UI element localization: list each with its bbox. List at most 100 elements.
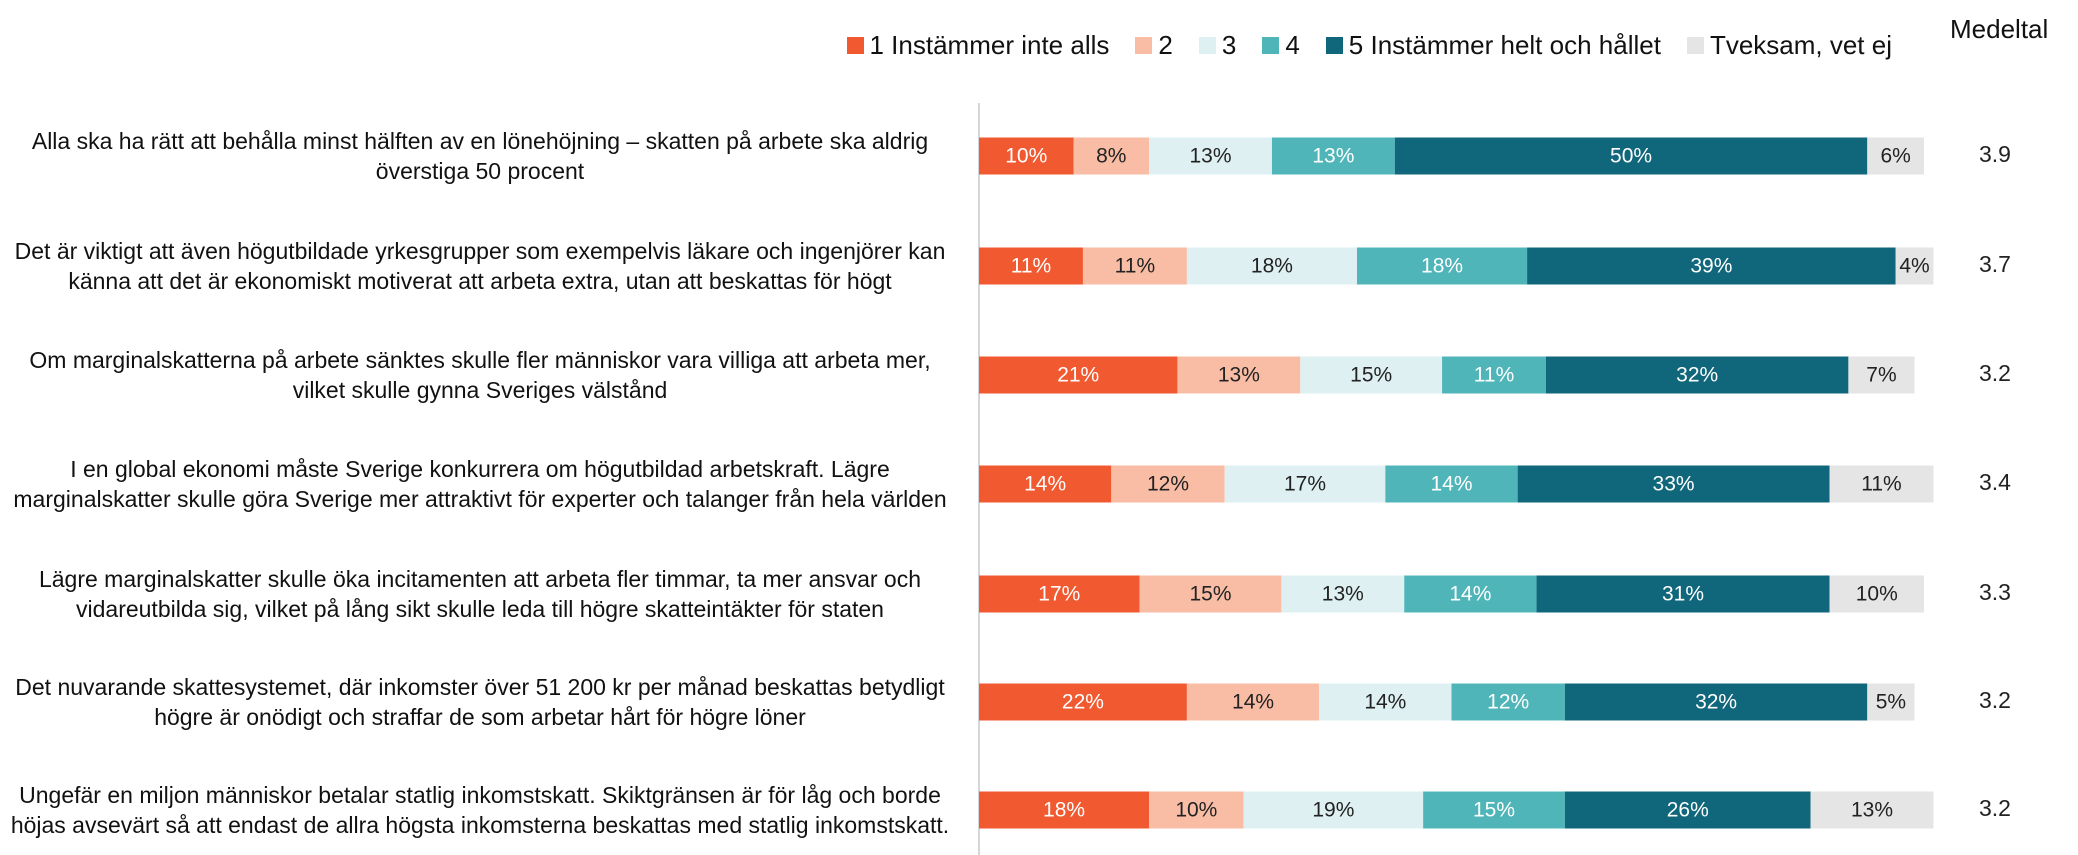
bar-segment [1385,465,1518,503]
mean-value: 3.2 [1979,360,2011,386]
bar-segment [1564,791,1811,829]
bar-segment [1357,247,1528,285]
mean-value: 3.4 [1979,469,2011,495]
legend-swatch [1325,37,1343,54]
bar-segment [979,137,1074,175]
data-label: 12% [1487,691,1529,714]
bar-segment [1224,465,1386,503]
bar-segment [1177,356,1301,394]
legend-swatch [846,37,864,54]
data-label: 14% [1449,583,1491,606]
legend-label: 5 Instämmer helt och hållet [1348,30,1661,60]
bar-segment [979,791,1150,829]
mean-title: Medeltal [1950,14,2049,44]
data-label: 14% [1232,691,1274,714]
bar-segment [979,247,1083,285]
legend-swatch [1135,37,1153,54]
data-label: 18% [1251,255,1293,278]
data-label: 13% [1190,145,1232,168]
data-label: 21% [1057,364,1099,387]
data-label: 13% [1312,145,1354,168]
bar-segment [1527,247,1896,285]
legend-label: 4 [1285,30,1300,60]
data-label: 50% [1610,145,1652,168]
bar-segment [1139,575,1282,613]
data-label: 13% [1851,799,1893,822]
data-label: 32% [1676,364,1718,387]
data-label: 15% [1473,799,1515,822]
bar-segment [1810,791,1934,829]
data-label: 11% [1861,473,1901,496]
legend-item: 1 Instämmer inte alls [846,30,1110,61]
bar-segment [1536,575,1830,613]
legend-swatch [1686,37,1704,54]
data-label: 4% [1899,255,1929,278]
bar-segment [1149,791,1244,829]
bar-segment [1319,683,1452,721]
data-label: 18% [1043,799,1085,822]
data-label: 7% [1866,364,1896,387]
category-label: Lägre marginalskatter skulle öka incitam… [38,566,922,622]
bar-segment [979,683,1187,721]
data-label: 26% [1667,799,1709,822]
bar-segment [1404,575,1537,613]
bar-segment [1394,137,1868,175]
bar-segment [1517,465,1830,503]
bar-segment [1300,356,1443,394]
legend-item: 2 [1135,30,1173,61]
data-label: 15% [1350,364,1392,387]
bar-segment [1564,683,1868,721]
bar-segment [1867,137,1924,175]
data-label: 11% [1115,255,1155,278]
data-label: 8% [1096,145,1126,168]
bar-segment [1423,791,1565,829]
data-label: 5% [1876,691,1906,714]
data-label: 39% [1690,255,1732,278]
bar-segment [1243,791,1424,829]
mean-value: 3.3 [1979,579,2011,605]
legend-label: Tveksam, vet ej [1709,30,1892,60]
legend-item: Tveksam, vet ej [1686,30,1892,61]
bar-segment [1848,356,1915,394]
data-label: 15% [1190,583,1232,606]
data-label: 19% [1312,799,1354,822]
bar-segment [1546,356,1849,394]
category-label: Det nuvarande skattesystemet, där inkoms… [15,674,945,730]
bar-segment [1073,137,1150,175]
data-label: 10% [1856,583,1898,606]
data-label: 10% [1175,799,1217,822]
data-label: 6% [1880,145,1910,168]
category-label: Ungefär en miljon människor betalar stat… [10,782,950,838]
bar-segment [1186,683,1320,721]
bar-segment [979,356,1178,394]
category-label: I en global ekonomi måste Sverige konkur… [13,456,947,512]
legend-item: 3 [1198,30,1236,61]
data-label: 32% [1695,691,1737,714]
bar-segment [1829,575,1924,613]
category-label: Alla ska ha rätt att behålla minst hälft… [31,128,929,184]
bar-segment [1082,247,1187,285]
legend-label: 1 Instämmer inte alls [869,30,1110,60]
data-label: 10% [1005,145,1047,168]
bar-segment [1829,465,1934,503]
data-label: 17% [1038,583,1080,606]
data-label: 33% [1653,473,1695,496]
legend-label: 2 [1158,30,1173,60]
bar-segment [1271,137,1395,175]
legend-swatch [1262,37,1280,54]
data-label: 13% [1218,364,1260,387]
bar-segment [979,465,1112,503]
data-label: 14% [1024,473,1066,496]
data-label: 17% [1284,473,1326,496]
data-label: 14% [1364,691,1406,714]
data-label: 11% [1474,364,1514,387]
data-label: 31% [1662,583,1704,606]
legend-swatch [1198,37,1216,54]
data-label: 12% [1147,473,1189,496]
data-label: 14% [1430,473,1472,496]
bar-segment [1442,356,1546,394]
bar-segment [1111,465,1225,503]
bar-segment [1451,683,1565,721]
